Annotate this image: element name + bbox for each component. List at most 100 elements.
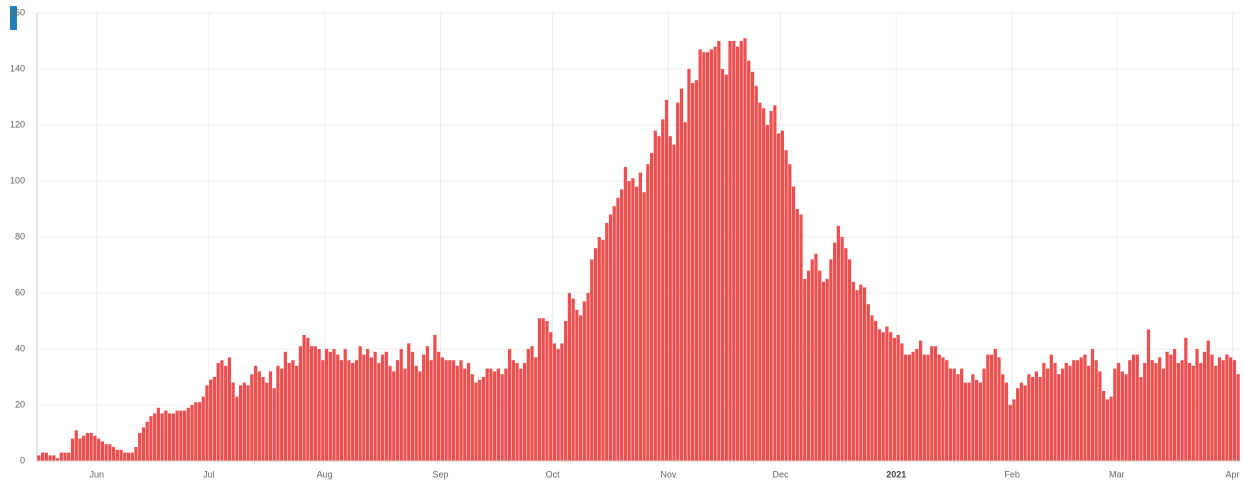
bar <box>1229 357 1233 461</box>
bar <box>455 365 459 461</box>
bar <box>971 374 975 461</box>
bar <box>1154 363 1158 461</box>
bar <box>795 209 799 461</box>
bar <box>82 435 86 461</box>
bar <box>250 374 254 461</box>
bar <box>646 164 650 461</box>
bar <box>1083 354 1087 461</box>
bar <box>806 270 811 461</box>
bar <box>347 360 351 461</box>
bar <box>870 315 874 461</box>
bar <box>209 379 213 461</box>
bar <box>354 360 359 461</box>
bar <box>560 343 564 461</box>
bar <box>358 346 362 461</box>
bar <box>758 102 762 461</box>
bar <box>982 368 986 461</box>
bar <box>739 41 743 461</box>
bar <box>705 52 710 461</box>
bar <box>317 349 321 461</box>
bar <box>855 290 859 461</box>
y-tick-label: 140 <box>10 63 25 73</box>
bar <box>141 427 146 461</box>
bar <box>1090 349 1095 461</box>
bar <box>541 318 545 461</box>
bar <box>1116 363 1121 461</box>
bar <box>373 351 377 461</box>
bar <box>175 410 179 461</box>
bar <box>171 413 175 461</box>
bar <box>321 360 325 461</box>
bar <box>70 438 75 461</box>
bar <box>836 225 840 461</box>
bar <box>1135 354 1139 461</box>
bar <box>1079 357 1083 461</box>
bar <box>332 349 336 461</box>
bar <box>918 340 923 461</box>
bar <box>160 413 164 461</box>
bar <box>134 447 138 461</box>
bar <box>298 346 303 461</box>
bar <box>500 374 504 461</box>
bar <box>877 329 882 461</box>
bar <box>687 69 691 461</box>
bar <box>664 99 669 462</box>
bar <box>1124 374 1128 461</box>
bar <box>1049 354 1053 461</box>
bar <box>52 455 56 461</box>
x-tick-label: Dec <box>772 469 789 479</box>
bar <box>567 293 572 461</box>
bar <box>261 377 265 461</box>
bar <box>511 360 515 461</box>
bar <box>362 354 366 461</box>
bar <box>638 172 642 461</box>
bar <box>276 365 280 461</box>
bar <box>179 410 183 461</box>
bar <box>186 407 190 461</box>
bar <box>280 368 284 461</box>
bar <box>776 133 781 461</box>
bar <box>44 452 48 461</box>
bar <box>242 382 246 461</box>
x-tick-label: Oct <box>546 469 561 479</box>
bar <box>111 447 116 461</box>
bar <box>963 382 968 461</box>
bar <box>414 365 418 461</box>
bar <box>679 88 684 461</box>
bar <box>1001 374 1005 461</box>
bar <box>593 248 598 461</box>
bar <box>1060 368 1065 461</box>
bar <box>549 332 553 461</box>
bar <box>37 455 41 461</box>
bar <box>265 382 269 461</box>
bar <box>429 360 433 461</box>
bar <box>885 326 889 461</box>
bar <box>597 237 601 461</box>
bar <box>205 385 209 461</box>
corner-marker <box>10 6 17 30</box>
bar <box>418 371 422 461</box>
y-tick-label: 160 <box>10 7 25 17</box>
bar <box>1131 354 1136 461</box>
bar <box>1217 357 1222 461</box>
bar <box>1225 354 1229 461</box>
bar <box>1012 399 1016 461</box>
bar <box>1068 365 1072 461</box>
bar <box>676 102 680 461</box>
bar <box>444 360 448 461</box>
bar <box>1105 399 1109 461</box>
bar <box>369 357 373 461</box>
bar <box>403 368 407 461</box>
bar <box>1161 368 1166 461</box>
bar <box>238 385 243 461</box>
bar <box>698 49 702 462</box>
bar <box>952 368 956 461</box>
bar <box>351 363 355 461</box>
bar <box>74 430 78 461</box>
bar <box>440 357 444 461</box>
x-tick-label: Mar <box>1109 469 1125 479</box>
bar <box>791 186 796 461</box>
bar <box>100 441 104 461</box>
bar <box>156 407 161 461</box>
bar <box>1042 363 1046 461</box>
